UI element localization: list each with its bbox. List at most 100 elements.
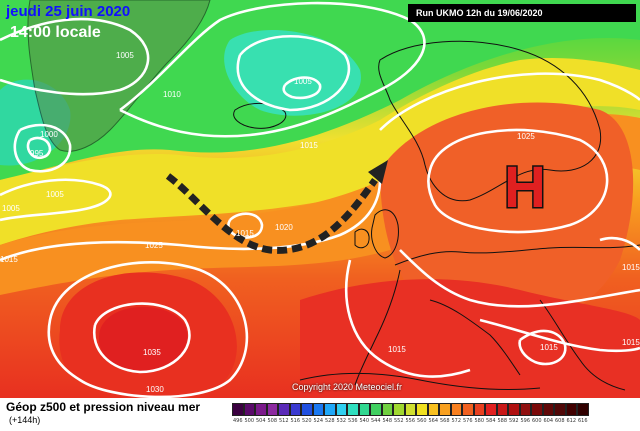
africa-coast <box>299 372 541 391</box>
color-scale-label: 580 <box>474 418 485 424</box>
british-isles <box>371 209 399 259</box>
color-scale-label: 612 <box>566 418 577 424</box>
color-scale-swatch <box>278 403 290 416</box>
isobar-label: 1005 <box>116 51 134 60</box>
color-scale-swatch <box>439 403 451 416</box>
color-scale-label: 616 <box>577 418 588 424</box>
atlantic-high-core <box>98 306 188 373</box>
color-scale-swatch <box>393 403 405 416</box>
isobar-label: 1015 <box>622 338 640 347</box>
color-scale-label: 552 <box>393 418 404 424</box>
isobar-label: 1015 <box>388 345 406 354</box>
color-scale-swatch <box>289 403 301 416</box>
copyright-text: Copyright 2020 Meteociel.fr <box>292 382 403 392</box>
jet-stream-arrow <box>165 173 378 254</box>
color-scale-label: 536 <box>347 418 358 424</box>
isobar-label: 1015 <box>300 141 318 150</box>
isobar-label: 1035 <box>143 348 161 357</box>
isobar-label: 1015 <box>622 263 640 272</box>
color-scale-swatch <box>565 403 577 416</box>
isobar-label: 1005 <box>46 190 64 199</box>
legend-bar: Géop z500 et pression niveau mer (+144h)… <box>0 398 640 431</box>
color-scale-label: 596 <box>520 418 531 424</box>
color-scale-label: 572 <box>451 418 462 424</box>
europe-coast <box>354 244 640 391</box>
color-scale-label: 588 <box>497 418 508 424</box>
color-scale-label: 544 <box>370 418 381 424</box>
color-scale-label: 592 <box>508 418 519 424</box>
high-pressure-symbol: H <box>504 155 546 220</box>
cyan-zone <box>224 30 361 116</box>
color-scale-label: 532 <box>336 418 347 424</box>
ireland <box>354 228 370 249</box>
color-scale-label: 584 <box>485 418 496 424</box>
legend-subtitle: (+144h) <box>9 415 41 425</box>
model-run-info: Run UKMO 12h du 19/06/2020 <box>408 4 636 22</box>
isobar-label: 1020 <box>275 223 293 232</box>
isobar-label: 1010 <box>163 90 181 99</box>
high-pressure-marker: H <box>503 154 548 222</box>
weather-map: H 1005 1005 1010 1000 995 1005 1005 1015… <box>0 0 640 398</box>
color-scale-swatch <box>358 403 370 416</box>
color-scale-swatch <box>324 403 336 416</box>
color-scale-swatch <box>404 403 416 416</box>
europe-high-zone <box>380 102 634 333</box>
color-scale-swatch <box>462 403 474 416</box>
isobar-label: 1025 <box>145 241 163 250</box>
color-scale-label: 600 <box>531 418 542 424</box>
color-scale-swatch <box>519 403 531 416</box>
color-scale-swatch <box>347 403 359 416</box>
color-scale <box>232 403 589 416</box>
color-scale-label: 564 <box>428 418 439 424</box>
color-scale-label: 496 <box>232 418 243 424</box>
color-scale-label: 540 <box>359 418 370 424</box>
color-scale-swatch <box>370 403 382 416</box>
isobar-label: 1015 <box>0 255 18 264</box>
color-scale-label: 500 <box>244 418 255 424</box>
color-scale-swatch <box>508 403 520 416</box>
color-scale-swatch <box>450 403 462 416</box>
color-scale-swatch <box>255 403 267 416</box>
forecast-date: jeudi 25 juin 2020 <box>6 3 131 20</box>
jet-stream-arrowhead <box>368 160 388 184</box>
color-scale-label: 524 <box>313 418 324 424</box>
isobar-label: 1000 <box>40 130 58 139</box>
color-scale-swatch <box>554 403 566 416</box>
color-scale-swatch <box>577 403 589 416</box>
color-scale-swatch <box>301 403 313 416</box>
isobar-label: 995 <box>30 149 44 158</box>
color-scale-swatch <box>485 403 497 416</box>
color-scale-label: 560 <box>416 418 427 424</box>
isobar-label: 1005 <box>2 204 20 213</box>
isobar-label: 1005 <box>294 77 312 86</box>
color-scale-labels: 496 500 504 508 512 516 520 524 528 532 536 540 544 5… <box>232 418 589 424</box>
color-scale-label: 504 <box>255 418 266 424</box>
color-scale-swatch <box>381 403 393 416</box>
color-scale-label: 568 <box>439 418 450 424</box>
isobar-label: 1015 <box>540 343 558 352</box>
color-scale-swatch <box>473 403 485 416</box>
color-scale-label: 548 <box>382 418 393 424</box>
scandinavia <box>378 40 602 202</box>
isobar-labels: 1005 1005 1010 1000 995 1005 1005 1015 1… <box>0 51 640 394</box>
color-scale-label: 528 <box>324 418 335 424</box>
legend-title: Géop z500 et pression niveau mer <box>6 400 201 414</box>
yellow-band <box>0 58 640 245</box>
color-scale-swatch <box>266 403 278 416</box>
color-scale-swatch <box>232 403 244 416</box>
color-scale-swatch <box>312 403 324 416</box>
color-scale-label: 576 <box>462 418 473 424</box>
color-scale-label: 556 <box>405 418 416 424</box>
color-scale-swatch <box>335 403 347 416</box>
color-scale-swatch <box>243 403 255 416</box>
color-scale-label: 512 <box>278 418 289 424</box>
color-scale-label: 516 <box>290 418 301 424</box>
color-scale-label: 508 <box>267 418 278 424</box>
color-scale-swatch <box>531 403 543 416</box>
forecast-time: 14:00 locale <box>10 24 101 41</box>
isobar-label: 1025 <box>517 132 535 141</box>
color-scale-label: 520 <box>301 418 312 424</box>
color-scale-swatch <box>416 403 428 416</box>
color-scale-swatch <box>496 403 508 416</box>
color-scale-label: 604 <box>543 418 554 424</box>
